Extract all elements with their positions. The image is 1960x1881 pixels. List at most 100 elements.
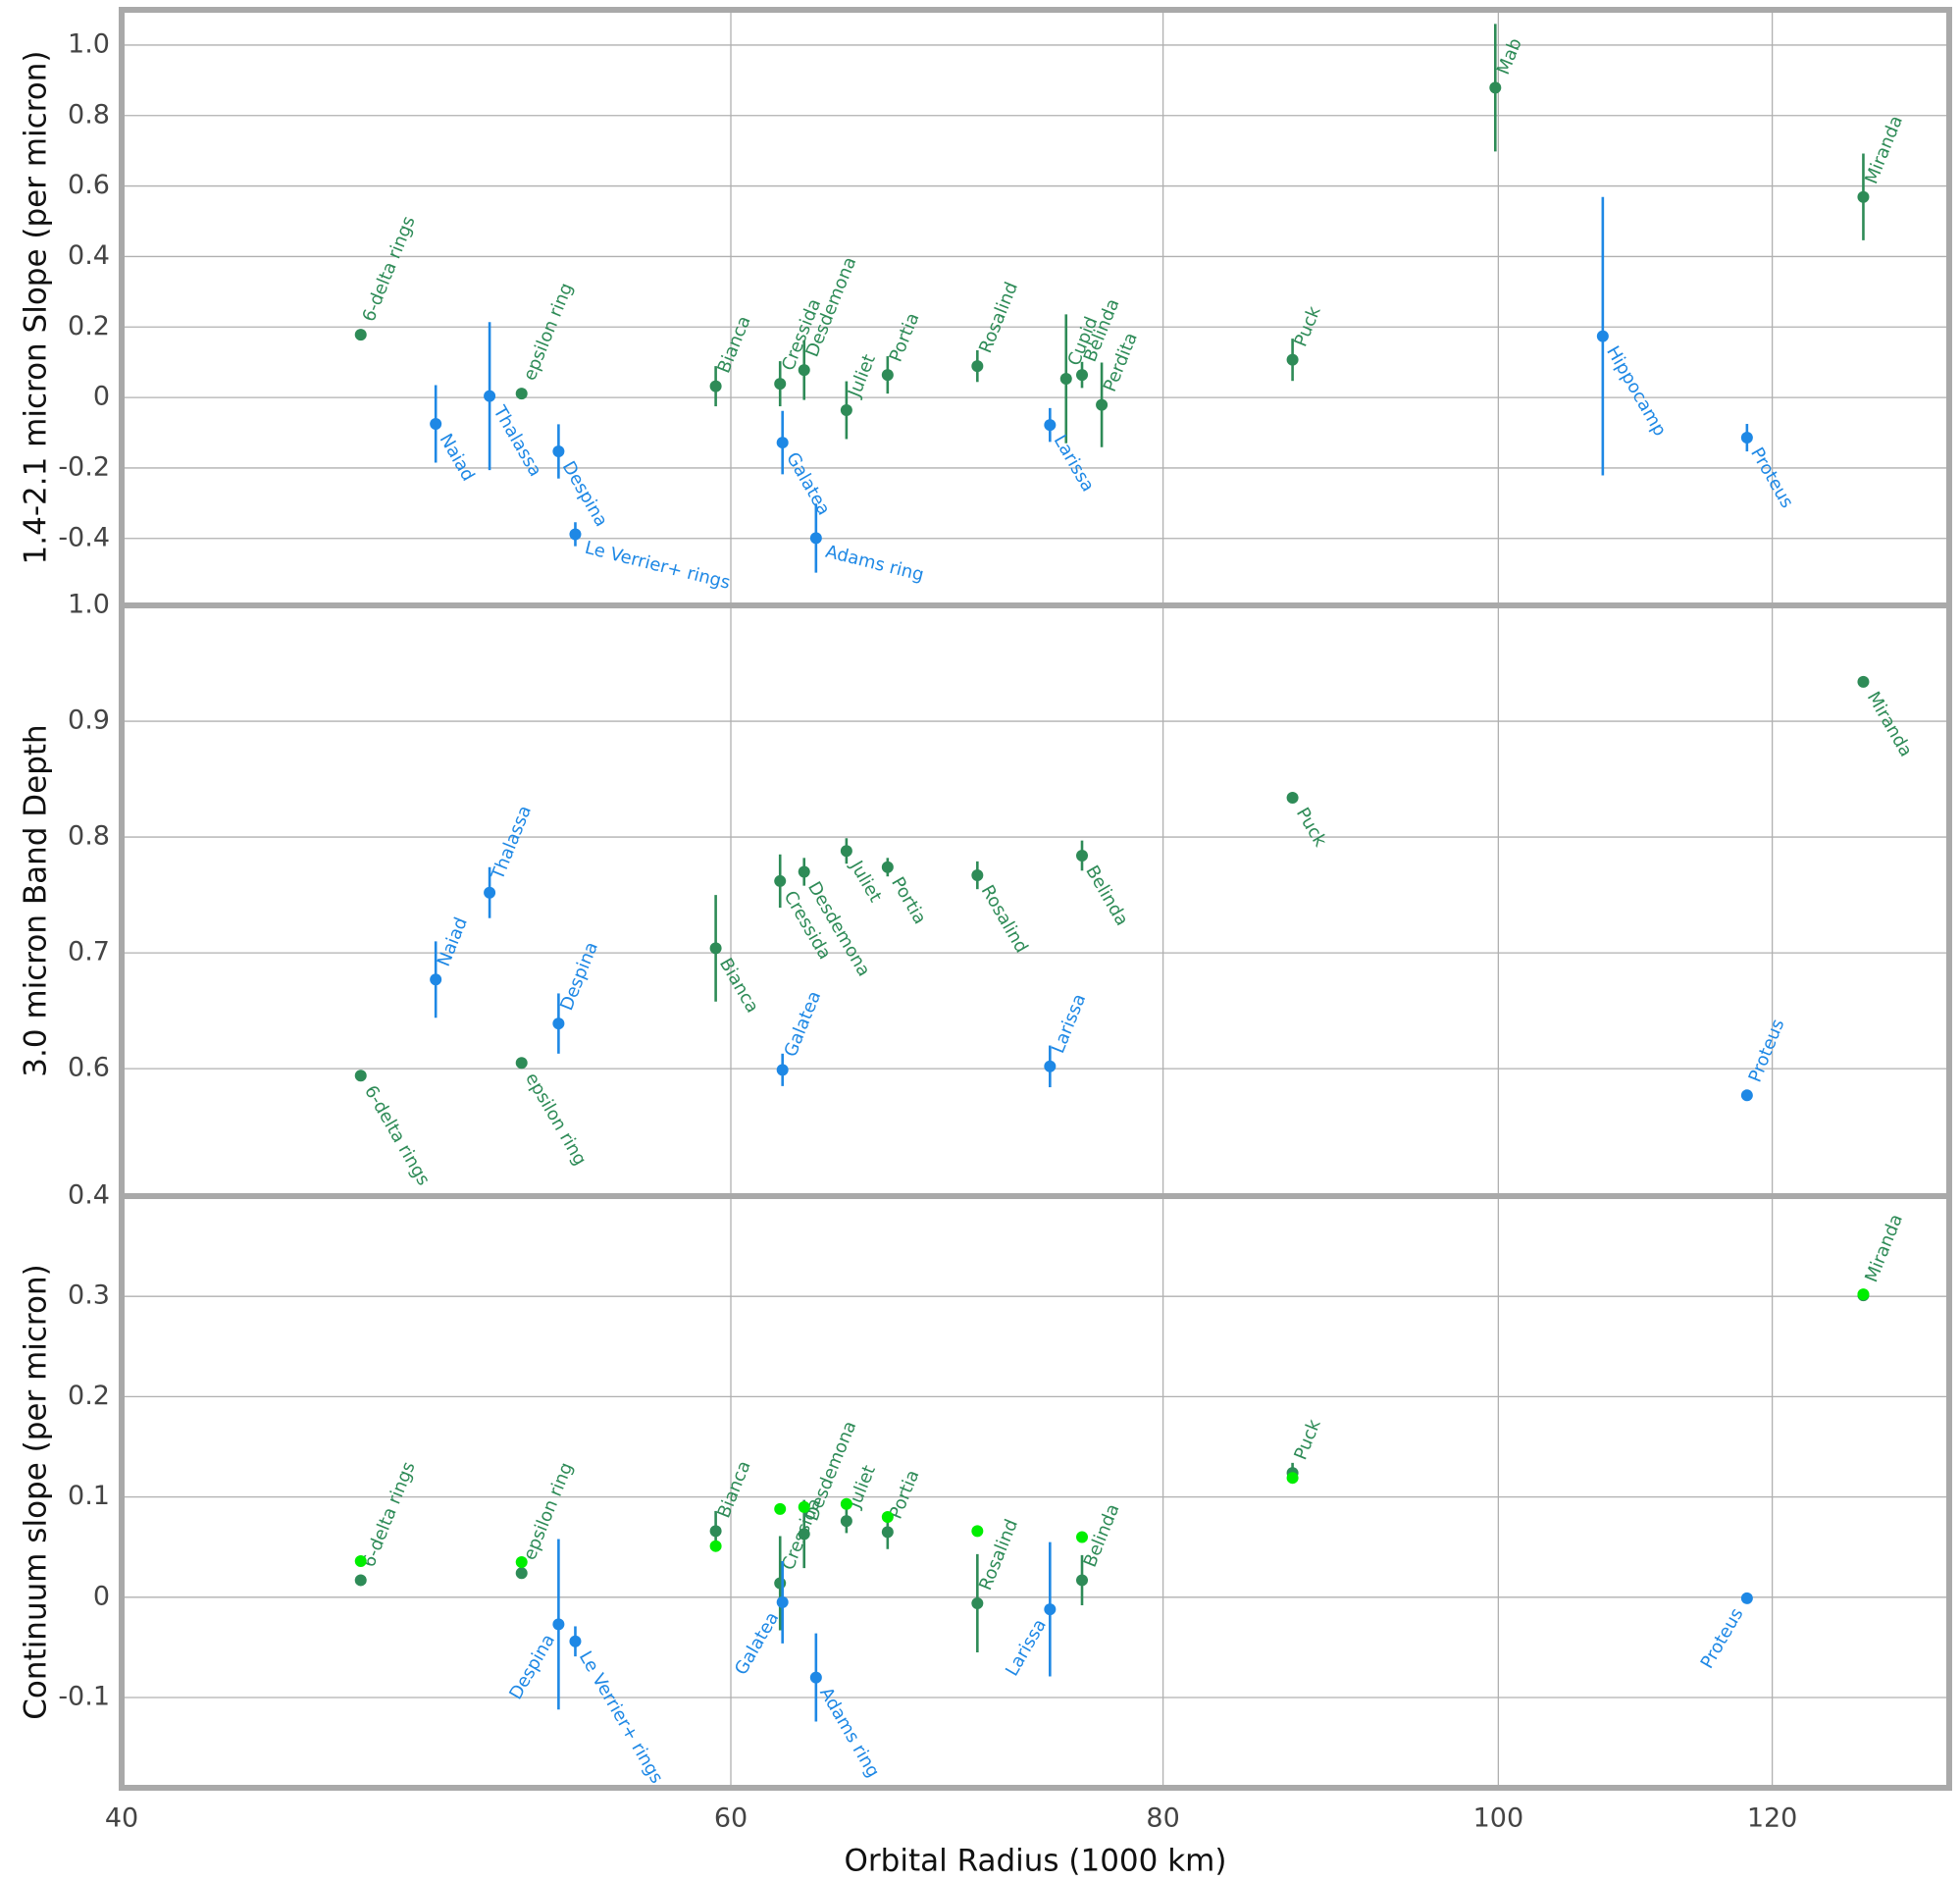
point	[774, 874, 787, 887]
point-label: Bianca	[713, 313, 754, 376]
point-label: Larissa	[1050, 432, 1099, 496]
point	[484, 390, 496, 402]
point	[515, 1556, 528, 1569]
point	[971, 1596, 984, 1609]
y-tick-label: 0.8	[68, 99, 110, 130]
point	[354, 1574, 367, 1587]
point	[569, 528, 582, 541]
point	[552, 445, 565, 458]
point	[484, 886, 496, 899]
y-axis-label: 1.4-2.1 micron Slope (per micron)	[19, 51, 54, 565]
point	[1740, 1089, 1753, 1102]
y-tick-label: 0.4	[68, 1180, 110, 1211]
point	[774, 1502, 787, 1515]
point	[430, 418, 442, 431]
panel: 0.6 0.7 0.8 0.9 1.0 3.0 micron Band Depth 6-de…	[19, 590, 1949, 1196]
y-tick-label: 0.3	[68, 1280, 110, 1311]
point-label: 6-delta rings	[360, 1082, 434, 1189]
point-label: Puck	[1290, 1416, 1325, 1463]
point	[881, 861, 894, 873]
point	[354, 1555, 367, 1568]
point-label: Galatea	[782, 449, 834, 519]
y-tick-label: 1.0	[68, 590, 110, 620]
y-tick-label: 0	[93, 382, 110, 412]
point-label: Despina	[556, 939, 602, 1014]
point-label: Naiad	[436, 431, 479, 485]
y-tick-label: 0.6	[68, 170, 110, 200]
point	[798, 364, 810, 377]
point	[971, 360, 984, 373]
point	[881, 369, 894, 382]
point	[709, 942, 722, 955]
point-label: Galatea	[731, 1608, 783, 1678]
point	[840, 1515, 852, 1528]
point	[971, 869, 984, 882]
point-label: Despina	[505, 1631, 559, 1703]
point-label: Adams ring	[815, 1684, 883, 1781]
point-label: Hippocamp	[1602, 342, 1670, 440]
panel-frame	[119, 7, 1952, 608]
point	[354, 329, 367, 341]
point	[1286, 353, 1299, 366]
point	[776, 1595, 789, 1608]
point	[1740, 432, 1753, 444]
panel: -0.4 -0.2 0 0.2 0.4 0.6 0.8 1.0 1.4-2.1 micron S…	[19, 10, 1949, 605]
point	[515, 388, 528, 400]
point-label: Portia	[886, 310, 924, 365]
point	[515, 1567, 528, 1580]
point	[709, 1540, 722, 1552]
point-label: Le Verrier+ rings	[583, 538, 732, 594]
point	[881, 1526, 894, 1539]
point	[1044, 419, 1057, 432]
point	[1076, 1574, 1089, 1587]
point	[1096, 398, 1109, 411]
point	[798, 1500, 810, 1513]
point-label: Miranda	[1863, 688, 1917, 760]
x-tick-label: 40	[105, 1803, 138, 1834]
point	[430, 973, 442, 986]
point-label: Larissa	[1002, 1616, 1051, 1680]
point-label: epsilon ring	[521, 1070, 591, 1170]
point	[798, 865, 810, 878]
point-label: Bianca	[713, 1458, 754, 1521]
point-label: epsilon ring	[520, 280, 578, 383]
y-tick-label: 0.9	[68, 705, 110, 736]
point	[809, 532, 822, 545]
point-label: Desdemona	[802, 1418, 861, 1524]
y-axis-label: 3.0 micron Band Depth	[19, 724, 54, 1076]
point	[1076, 1531, 1089, 1543]
y-tick-label: 0.8	[68, 821, 110, 852]
point-label: Rosalind	[975, 280, 1022, 356]
point	[709, 1525, 722, 1538]
point	[1059, 373, 1072, 386]
point-label: Le Verrier+ rings	[575, 1647, 667, 1787]
x-tick-label: 120	[1747, 1803, 1798, 1834]
y-tick-label: 0.2	[68, 311, 110, 341]
point	[881, 1511, 894, 1524]
point-label: Belinda	[1081, 862, 1132, 929]
x-tick-label: 60	[714, 1803, 748, 1834]
point-label: epsilon ring	[520, 1460, 578, 1563]
point	[971, 1525, 984, 1538]
point	[840, 1497, 852, 1510]
point	[840, 845, 852, 858]
y-tick-label: 1.0	[68, 28, 110, 59]
y-tick-label: 0.2	[68, 1381, 110, 1411]
panel-frame	[119, 1193, 1952, 1791]
y-tick-label: 0	[93, 1581, 110, 1611]
point-label: Proteus	[1697, 1604, 1748, 1672]
point-label: Adams ring	[823, 542, 925, 586]
point-label: Larissa	[1048, 991, 1090, 1057]
point	[776, 437, 789, 449]
point	[552, 1018, 565, 1030]
point	[1596, 330, 1609, 342]
point	[709, 380, 722, 392]
point-label: 6-delta rings	[359, 213, 420, 324]
point	[1857, 190, 1870, 203]
point	[1740, 1592, 1753, 1604]
point	[1489, 81, 1502, 94]
point-label: Miranda	[1861, 113, 1907, 186]
y-tick-label: -0.2	[58, 451, 110, 482]
